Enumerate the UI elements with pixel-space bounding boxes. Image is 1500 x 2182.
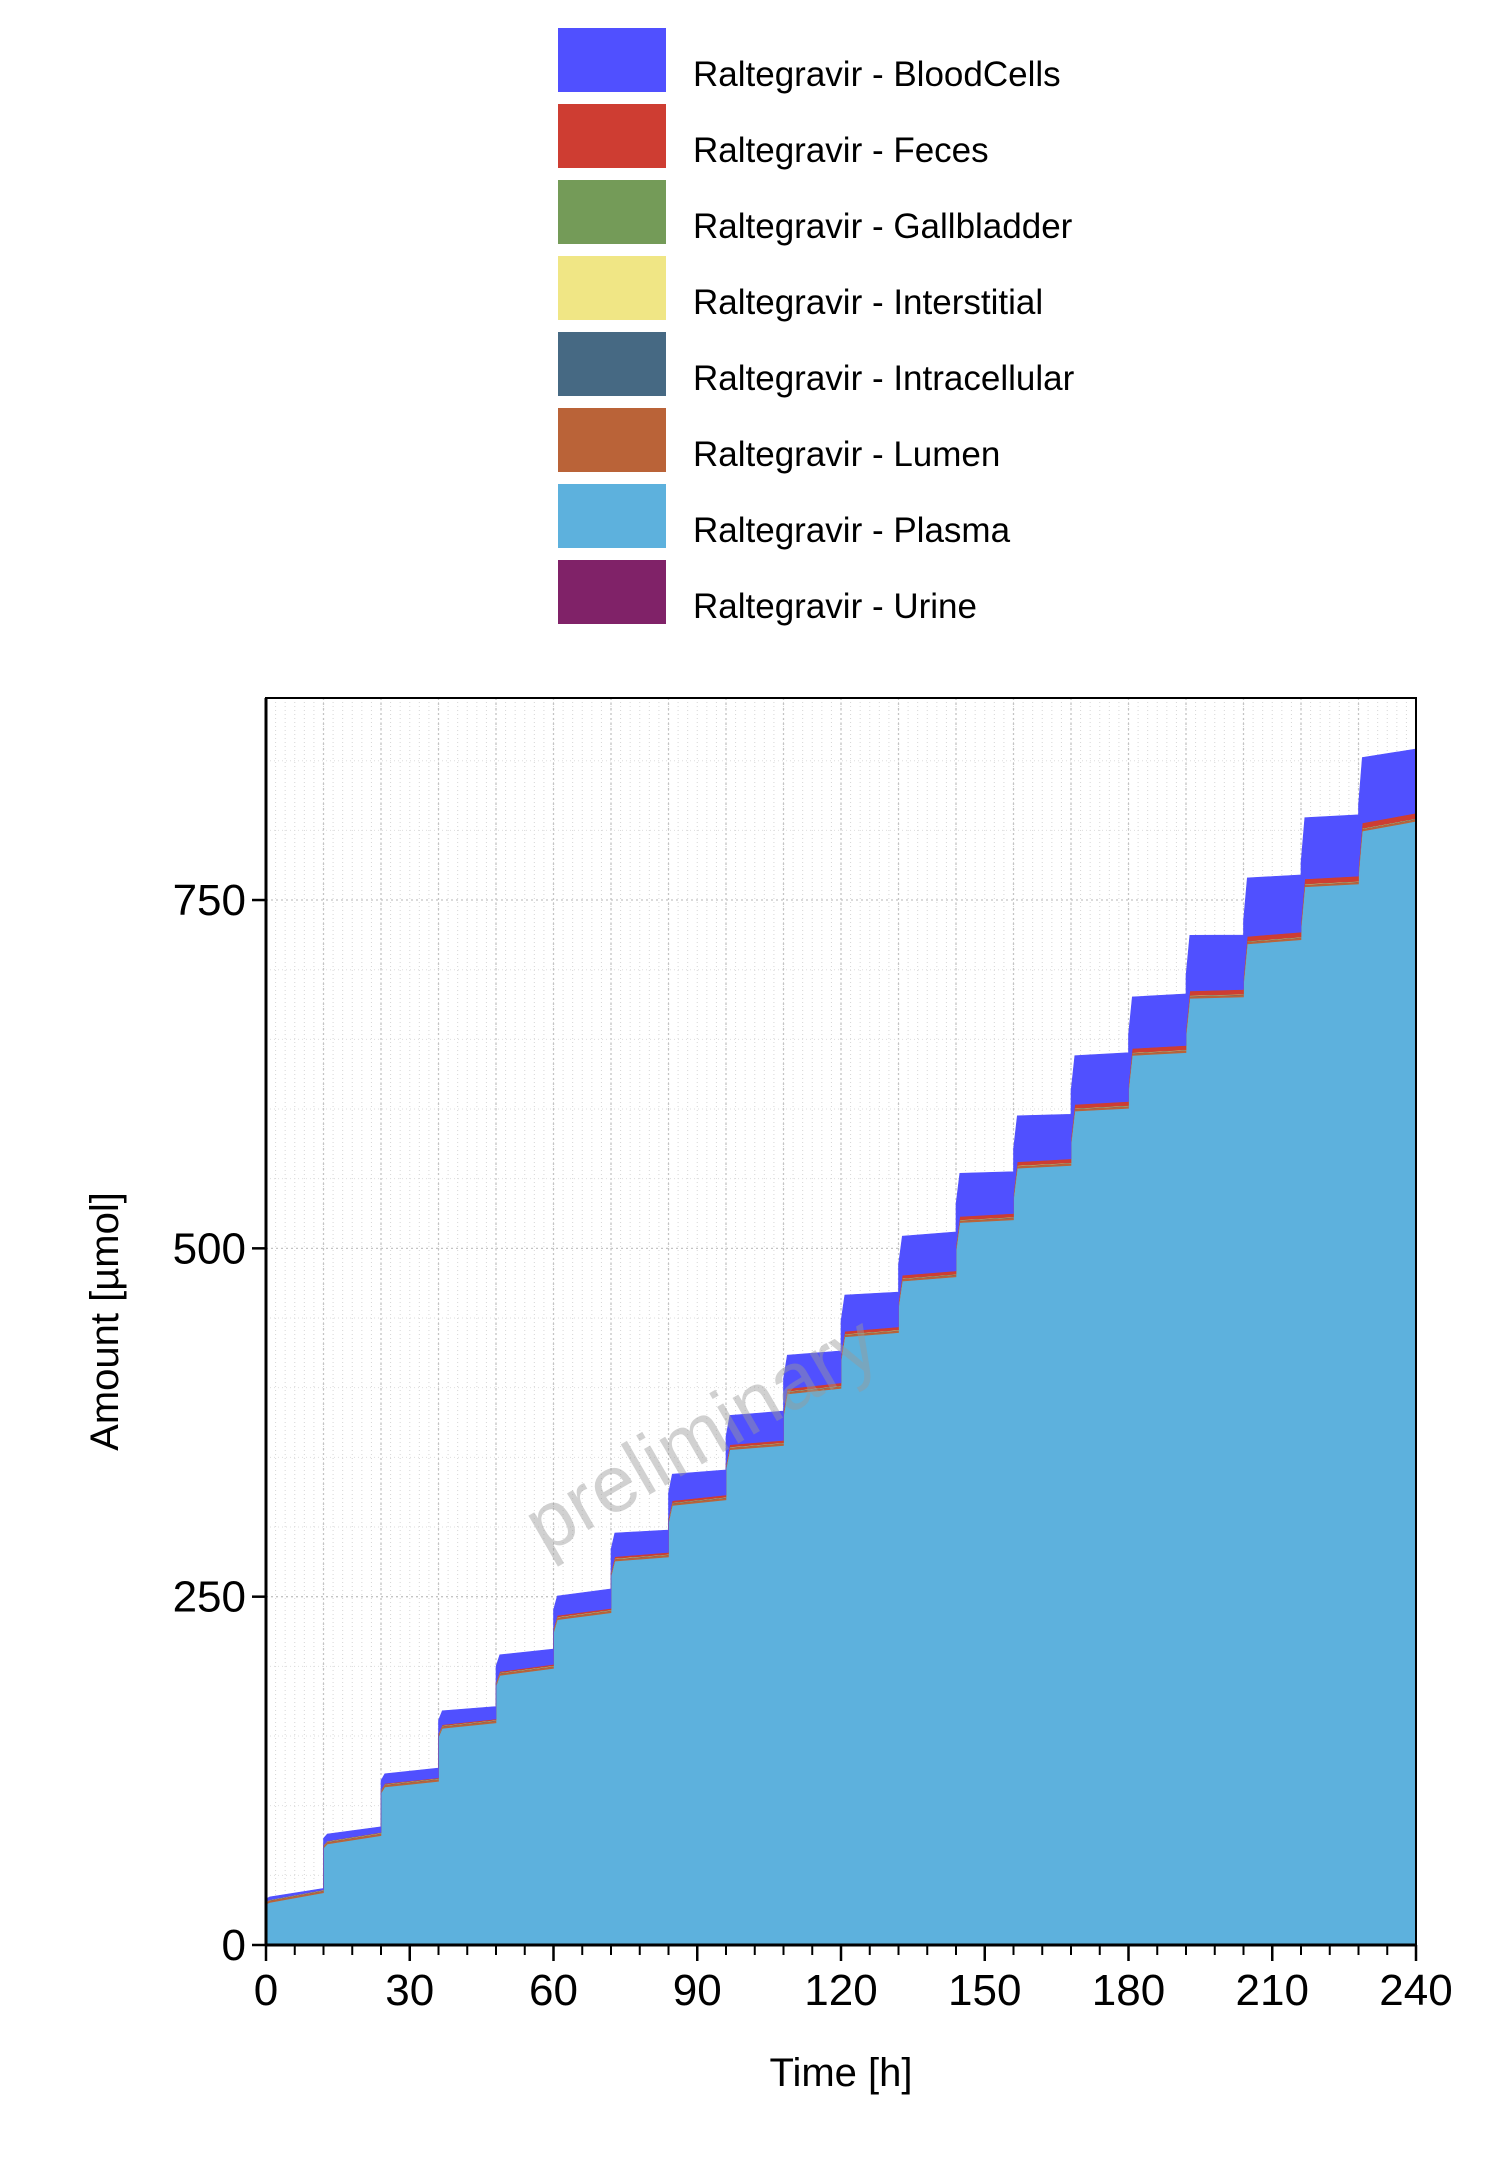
x-tick-label: 30 bbox=[385, 1966, 434, 2015]
legend-swatch-raltegravir-intracellular bbox=[558, 332, 666, 396]
legend-label-raltegravir-lumen: Raltegravir - Lumen bbox=[693, 435, 1000, 474]
x-tick-label: 210 bbox=[1236, 1966, 1309, 2015]
legend-label-raltegravir-plasma: Raltegravir - Plasma bbox=[693, 511, 1011, 550]
x-tick-label: 180 bbox=[1092, 1966, 1165, 2015]
y-tick-label: 500 bbox=[173, 1224, 246, 1273]
legend-swatch-raltegravir-plasma bbox=[558, 484, 666, 548]
legend-swatch-raltegravir-lumen bbox=[558, 408, 666, 472]
y-tick-label: 750 bbox=[173, 876, 246, 925]
legend-label-raltegravir-interstitial: Raltegravir - Interstitial bbox=[693, 283, 1043, 322]
y-tick-label: 250 bbox=[173, 1573, 246, 1622]
x-tick-label: 90 bbox=[673, 1966, 722, 2015]
x-tick-label: 0 bbox=[254, 1966, 278, 2015]
legend-label-raltegravir-bloodcells: Raltegravir - BloodCells bbox=[693, 55, 1061, 94]
legend: Raltegravir - BloodCells Raltegravir - Fe… bbox=[558, 28, 1075, 626]
y-tick-label: 0 bbox=[222, 1921, 246, 1970]
y-axis-title: Amount [µmol] bbox=[83, 1192, 127, 1451]
stacked-areas bbox=[265, 748, 1417, 1946]
x-tick-label: 60 bbox=[529, 1966, 578, 2015]
axes: 0 30 60 90 120 150 180 210 240 0 250 500 750 bbox=[173, 697, 1453, 2015]
legend-label-raltegravir-intracellular: Raltegravir - Intracellular bbox=[693, 359, 1075, 398]
x-tick-label: 150 bbox=[948, 1966, 1021, 2015]
legend-swatch-raltegravir-gallbladder bbox=[558, 180, 666, 244]
legend-label-raltegravir-urine: Raltegravir - Urine bbox=[693, 587, 977, 626]
legend-swatch-raltegravir-feces bbox=[558, 104, 666, 168]
legend-label-raltegravir-gallbladder: Raltegravir - Gallbladder bbox=[693, 207, 1073, 246]
legend-label-raltegravir-feces: Raltegravir - Feces bbox=[693, 131, 989, 170]
x-tick-label: 120 bbox=[804, 1966, 877, 2015]
legend-swatch-raltegravir-urine bbox=[558, 560, 666, 624]
legend-swatch-raltegravir-interstitial bbox=[558, 256, 666, 320]
x-tick-label: 240 bbox=[1379, 1966, 1452, 2015]
x-axis-title: Time [h] bbox=[770, 2051, 913, 2095]
legend-swatch-raltegravir-bloodcells bbox=[558, 28, 666, 92]
